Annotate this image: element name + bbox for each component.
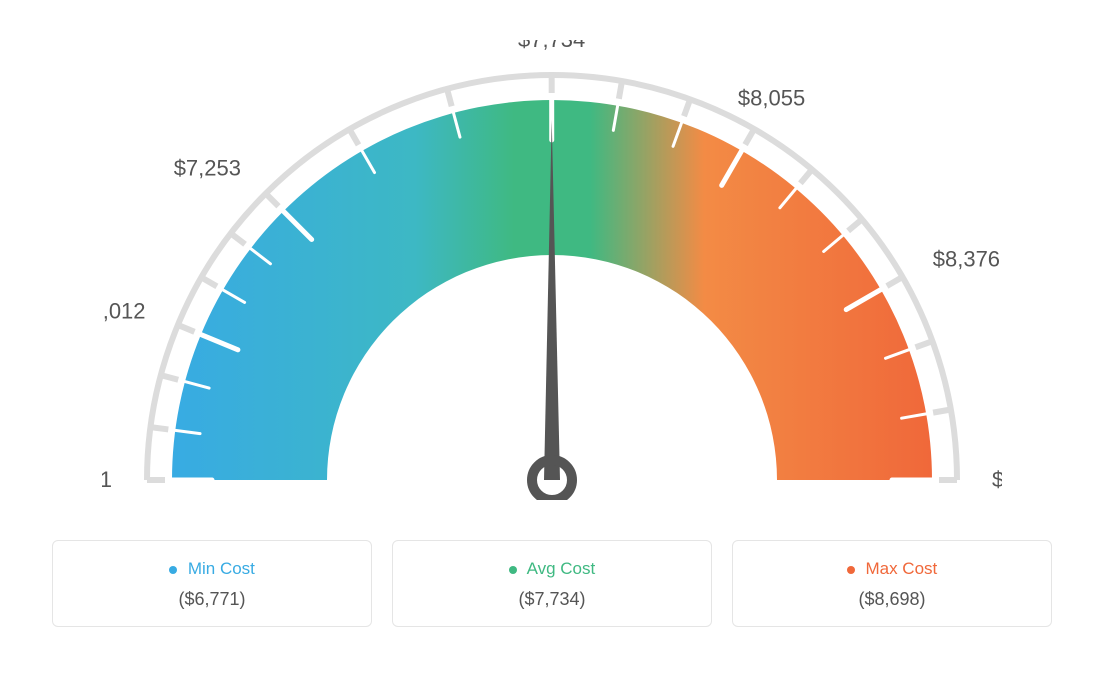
max-cost-title: Max Cost bbox=[743, 559, 1041, 579]
max-cost-value: ($8,698) bbox=[743, 589, 1041, 610]
cost-gauge: $6,771 $7,012 $7,253 $7,734 $8,055 $8,376 $8,6… bbox=[102, 40, 1002, 500]
avg-dot bbox=[509, 566, 517, 574]
min-cost-value: ($6,771) bbox=[63, 589, 361, 610]
max-dot bbox=[847, 566, 855, 574]
summary-row: Min Cost ($6,771) Avg Cost ($7,734) Max … bbox=[52, 540, 1052, 627]
min-cost-title: Min Cost bbox=[63, 559, 361, 579]
min-dot bbox=[169, 566, 177, 574]
svg-text:$8,698: $8,698 bbox=[992, 467, 1002, 492]
svg-text:$8,376: $8,376 bbox=[933, 246, 1000, 271]
svg-text:$7,253: $7,253 bbox=[174, 156, 241, 181]
svg-text:$8,055: $8,055 bbox=[738, 86, 805, 111]
avg-cost-box: Avg Cost ($7,734) bbox=[392, 540, 712, 627]
avg-cost-title: Avg Cost bbox=[403, 559, 701, 579]
min-cost-label: Min Cost bbox=[188, 559, 255, 578]
svg-text:$7,012: $7,012 bbox=[102, 299, 146, 324]
svg-text:$7,734: $7,734 bbox=[518, 40, 585, 52]
svg-text:$6,771: $6,771 bbox=[102, 467, 112, 492]
max-cost-box: Max Cost ($8,698) bbox=[732, 540, 1052, 627]
avg-cost-label: Avg Cost bbox=[527, 559, 596, 578]
max-cost-label: Max Cost bbox=[865, 559, 937, 578]
min-cost-box: Min Cost ($6,771) bbox=[52, 540, 372, 627]
avg-cost-value: ($7,734) bbox=[403, 589, 701, 610]
gauge-svg: $6,771 $7,012 $7,253 $7,734 $8,055 $8,376 $8,6… bbox=[102, 40, 1002, 500]
